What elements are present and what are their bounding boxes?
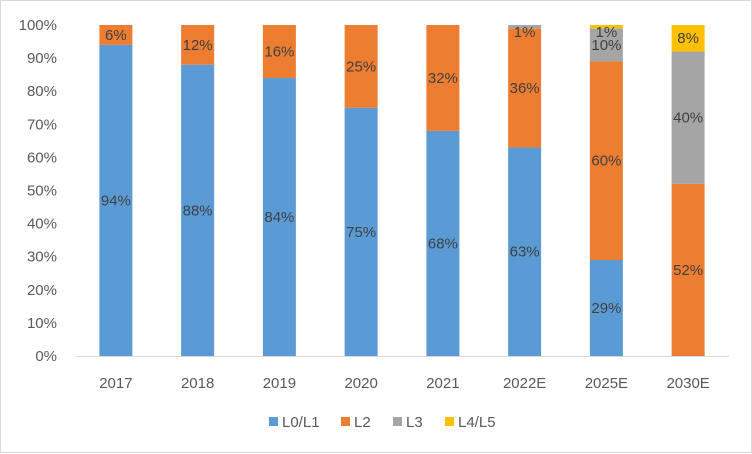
bar-l0-l1-2019 xyxy=(262,77,296,357)
legend-label: L2 xyxy=(354,414,371,431)
y-tick-label: 70% xyxy=(27,116,57,133)
y-tick-label: 80% xyxy=(27,83,57,100)
legend-label: L4/L5 xyxy=(458,414,496,431)
data-label: 88% xyxy=(183,202,213,219)
y-tick-label: 20% xyxy=(27,282,57,299)
legend-swatch xyxy=(445,417,454,426)
data-label: 94% xyxy=(101,192,131,209)
data-label: 36% xyxy=(510,80,540,97)
bar-l2-2019 xyxy=(262,25,296,78)
legend-swatch xyxy=(341,417,350,426)
bar-l0-l1-2022e xyxy=(508,147,542,356)
bar-l2-2025e xyxy=(589,61,623,261)
data-label: 1% xyxy=(596,24,618,41)
legend-label: L0/L1 xyxy=(282,414,320,431)
bar-l3-2030e xyxy=(671,51,705,184)
bar-l2-2022e xyxy=(508,28,542,148)
y-tick-label: 60% xyxy=(27,149,57,166)
bar-l0-l1-2021 xyxy=(426,130,460,356)
bar-l4-l5-2030e xyxy=(671,25,705,52)
bar-l3-2025e xyxy=(589,28,623,62)
legend-swatch xyxy=(393,417,402,426)
data-label: 68% xyxy=(428,235,458,252)
bar-l2-2021 xyxy=(426,25,460,131)
data-label: 12% xyxy=(183,37,213,54)
bar-l4-l5-2025e xyxy=(589,25,623,29)
x-tick-label: 2018 xyxy=(181,375,214,392)
data-label: 1% xyxy=(514,24,536,41)
y-tick-label: 90% xyxy=(27,50,57,67)
x-tick-label: 2020 xyxy=(344,375,377,392)
y-tick-label: 30% xyxy=(27,249,57,266)
bar-l2-2017 xyxy=(99,25,133,45)
y-tick-label: 50% xyxy=(27,183,57,200)
data-label: 75% xyxy=(346,224,376,241)
x-tick-label: 2021 xyxy=(426,375,459,392)
legend-label: L3 xyxy=(406,414,423,431)
data-label: 52% xyxy=(673,262,703,279)
bar-l3-2022e xyxy=(508,25,542,29)
legend-swatch xyxy=(269,417,278,426)
y-tick-label: 100% xyxy=(19,17,57,34)
bar-l2-2030e xyxy=(671,183,705,356)
data-label: 40% xyxy=(673,110,703,127)
y-tick-label: 0% xyxy=(35,348,57,365)
data-label: 6% xyxy=(105,27,127,44)
bar-l2-2020 xyxy=(344,25,378,108)
x-tick-label: 2017 xyxy=(99,375,132,392)
bar-l0-l1-2017 xyxy=(99,44,133,357)
data-label: 25% xyxy=(346,58,376,75)
data-label: 8% xyxy=(677,30,699,47)
y-tick-label: 10% xyxy=(27,315,57,332)
data-label: 32% xyxy=(428,70,458,87)
y-tick-label: 40% xyxy=(27,216,57,233)
data-label: 10% xyxy=(591,37,621,54)
x-tick-label: 2022E xyxy=(503,375,546,392)
data-label: 63% xyxy=(510,244,540,261)
x-tick-label: 2025E xyxy=(585,375,628,392)
x-tick-label: 2030E xyxy=(666,375,709,392)
data-label: 84% xyxy=(264,209,294,226)
data-label: 29% xyxy=(591,300,621,317)
bar-l0-l1-2025e xyxy=(589,260,623,356)
bar-l0-l1-2018 xyxy=(181,64,215,356)
x-tick-label: 2019 xyxy=(263,375,296,392)
bar-l2-2018 xyxy=(181,25,215,65)
bar-l0-l1-2020 xyxy=(344,107,378,356)
data-label: 60% xyxy=(591,153,621,170)
data-label: 16% xyxy=(264,43,294,60)
